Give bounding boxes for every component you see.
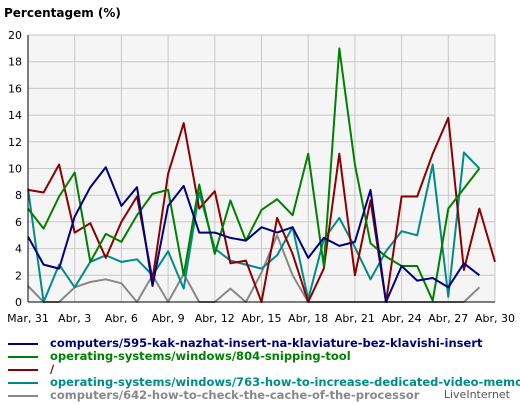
legend-label: operating-systems/windows/763-how-to-inc… bbox=[50, 375, 520, 389]
y-tick-labels: 0 2 4 6 8 10 12 14 16 18 20 bbox=[8, 29, 22, 309]
series-line-2 bbox=[27, 47, 481, 302]
y-tick-label: 20 bbox=[8, 29, 22, 42]
x-tick-label: Abr, 30 bbox=[475, 312, 515, 325]
legend-label: computers/595-kak-nazhat-insert-na-klavi… bbox=[50, 336, 483, 350]
y-tick-label: 4 bbox=[15, 243, 22, 256]
y-axis-title: Percentagem (%) bbox=[4, 6, 121, 20]
x-tick-label: Mar, 31 bbox=[7, 312, 49, 325]
legend-swatch bbox=[8, 369, 38, 371]
legend-label: / bbox=[50, 362, 55, 376]
y-tick-label: 14 bbox=[8, 109, 22, 122]
x-tick-label: Abr, 6 bbox=[105, 312, 138, 325]
x-tick-label: Abr, 27 bbox=[428, 312, 468, 325]
y-tick-label: 8 bbox=[15, 189, 22, 202]
y-tick-label: 6 bbox=[15, 216, 22, 229]
legend-swatch bbox=[8, 343, 38, 345]
legend-swatch bbox=[8, 382, 38, 384]
legend-label: operating-systems/windows/804-snipping-t… bbox=[50, 349, 351, 363]
series-line-1 bbox=[27, 166, 481, 303]
y-tick-label: 2 bbox=[15, 269, 22, 282]
y-tick-label: 16 bbox=[8, 82, 22, 95]
legend-swatch bbox=[8, 356, 38, 358]
x-tick-label: Abr, 18 bbox=[288, 312, 328, 325]
x-tick-label: Abr, 21 bbox=[335, 312, 375, 325]
series-line-4 bbox=[27, 151, 481, 303]
x-tick-label: Abr, 15 bbox=[241, 312, 281, 325]
watermark: LiveInternet bbox=[443, 388, 510, 401]
y-tick-label: 12 bbox=[8, 136, 22, 149]
y-tick-label: 10 bbox=[8, 163, 22, 176]
y-tick-label: 0 bbox=[15, 296, 22, 309]
x-tick-label: Abr, 9 bbox=[152, 312, 185, 325]
x-tick-label: Abr, 12 bbox=[195, 312, 235, 325]
x-tick-label: Abr, 24 bbox=[382, 312, 422, 325]
axes bbox=[27, 35, 495, 303]
y-tick-label: 18 bbox=[8, 56, 22, 69]
legend-swatch bbox=[8, 395, 38, 397]
x-tick-label: Abr, 3 bbox=[58, 312, 91, 325]
x-tick-labels: Mar, 31 Abr, 3 Abr, 6 Abr, 9 Abr, 12 Abr, 15 A… bbox=[7, 312, 515, 325]
legend-label: computers/642-how-to-check-the-cache-of-… bbox=[50, 388, 420, 402]
